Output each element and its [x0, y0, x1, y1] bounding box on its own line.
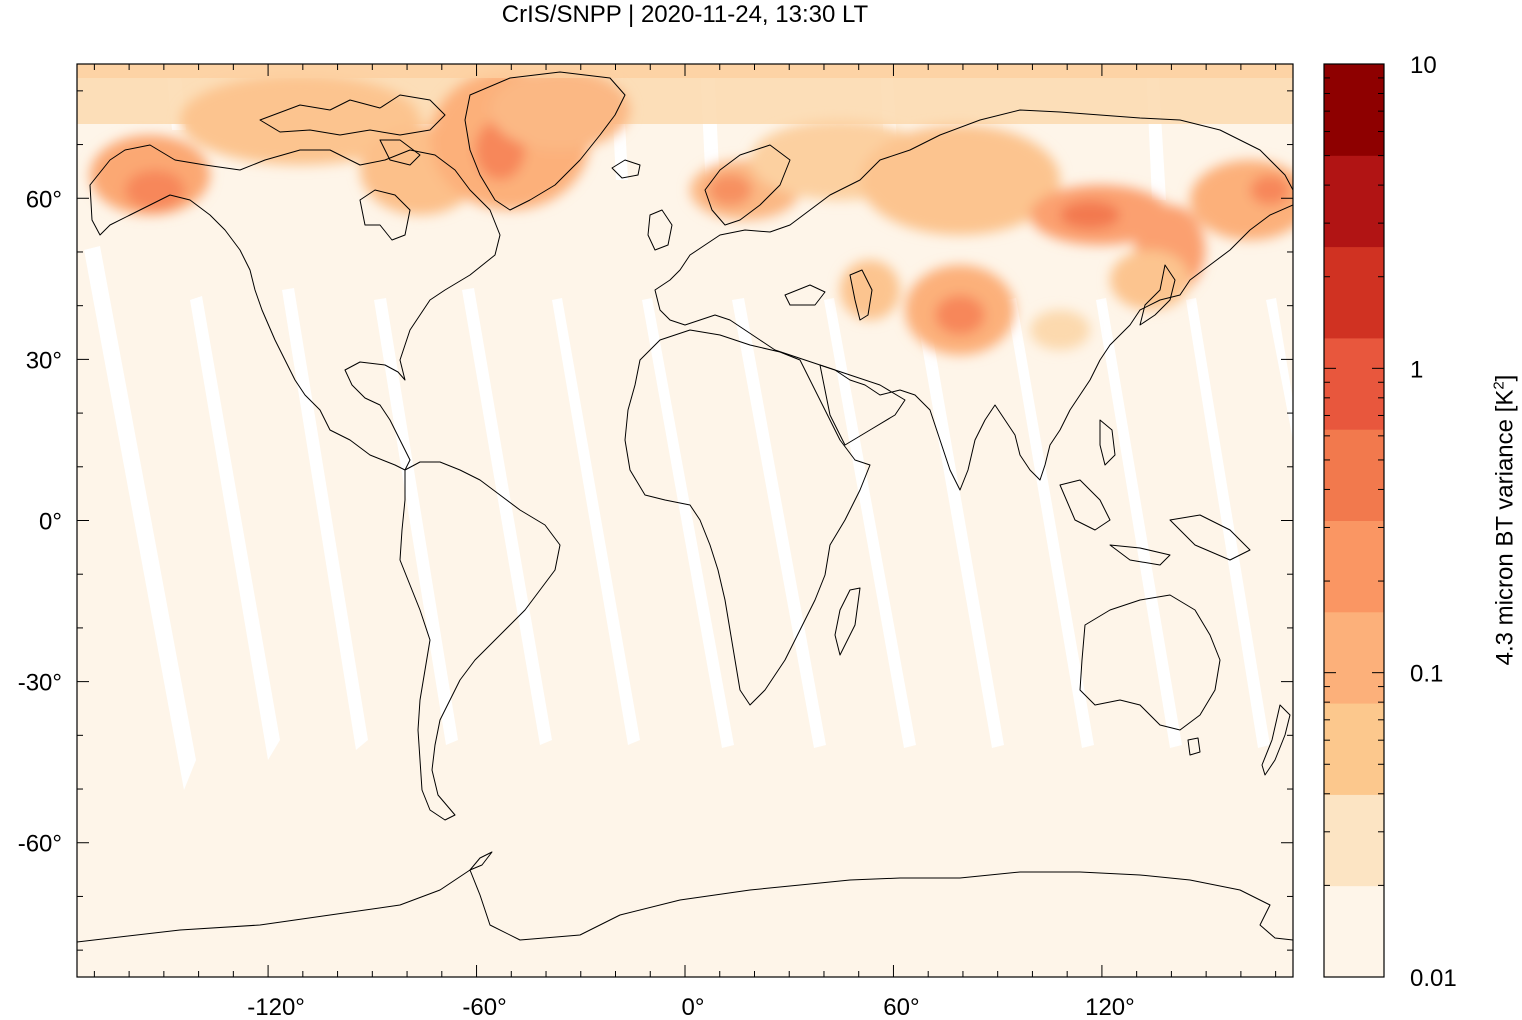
coast-iceland [611, 159, 641, 179]
colorbar-tick-label: 0.1 [1410, 661, 1443, 688]
coast-arabia [819, 364, 906, 446]
coast-hudson-bay [359, 189, 411, 241]
y-tick-label: -30° [18, 670, 62, 697]
colorbar-band [1324, 337, 1384, 430]
colorbar-ticks [1324, 77, 1384, 978]
coast-scandinavia [704, 144, 791, 226]
map-title: CrIS/SNPP | 2020-11-24, 13:30 LT [501, 1, 869, 28]
coast-tasmania [1187, 737, 1201, 756]
x-tick-label: -60° [462, 994, 506, 1020]
colorbar-tick-label: 1 [1410, 356, 1423, 383]
colorbar-band [1324, 520, 1384, 613]
y-tick-label: 30° [26, 347, 62, 374]
coast-south-america [399, 461, 561, 821]
colorbar-frame [1323, 63, 1385, 978]
colorbar-tick-label: 0.01 [1410, 965, 1457, 992]
x-tick-label: 120° [1085, 994, 1135, 1020]
coast-antarctic-peninsula [469, 851, 493, 871]
y-tick-label: -60° [18, 831, 62, 858]
map-axis-labels: -120° -60° 0° 60° 120° 60° 30° 0° -30° -60° [18, 186, 1135, 1020]
coast-madagascar [834, 587, 861, 656]
coast-australia [1079, 594, 1221, 731]
colorbar-band [1324, 885, 1384, 978]
coast-british-isles [647, 209, 673, 251]
colorbar-label-unit-exponent: 2 [1490, 381, 1508, 390]
x-tick-label: 60° [883, 994, 919, 1020]
colorbar: 10 1 0.1 0.01 [1323, 52, 1457, 992]
coast-japan [1139, 264, 1176, 326]
map-ticks [77, 64, 1293, 977]
y-tick-label: 0° [39, 509, 62, 536]
coast-arctic-islands [259, 94, 446, 166]
colorbar-label: 4.3 micron BT variance [K2] [1491, 375, 1520, 666]
colorbar-band [1324, 611, 1384, 704]
colorbar-bands [1324, 64, 1384, 978]
colorbar-band [1324, 703, 1384, 795]
coastlines [77, 71, 1293, 943]
y-tick-label: 60° [26, 186, 62, 213]
map-plot-area: -120° -60° 0° 60° 120° 60° 30° 0° -30° -60° [18, 63, 1294, 1020]
coast-africa [624, 329, 871, 706]
coast-antarctica [77, 869, 1293, 943]
x-tick-label: 0° [682, 994, 705, 1020]
coast-caspian [849, 269, 873, 321]
colorbar-band [1324, 429, 1384, 521]
coast-new-zealand [1261, 704, 1291, 776]
swath-gaps [84, 64, 1293, 790]
colorbar-band [1324, 246, 1384, 339]
colorbar-label-tail: ] [1491, 374, 1519, 382]
x-tick-label: -120° [247, 994, 305, 1020]
colorbar-band [1324, 794, 1384, 887]
coast-southeast-asia-islands [1059, 419, 1251, 566]
coast-black-sea [784, 284, 826, 306]
coast-greenland [464, 71, 626, 211]
colorbar-tick-labels: 10 1 0.1 0.01 [1410, 52, 1457, 992]
colorbar-tick-label: 10 [1410, 52, 1437, 79]
colorbar-band [1324, 155, 1384, 248]
colorbar-band [1324, 64, 1384, 156]
colorbar-label-text: 4.3 micron BT variance [K [1491, 389, 1519, 666]
coast-north-america [89, 144, 501, 471]
